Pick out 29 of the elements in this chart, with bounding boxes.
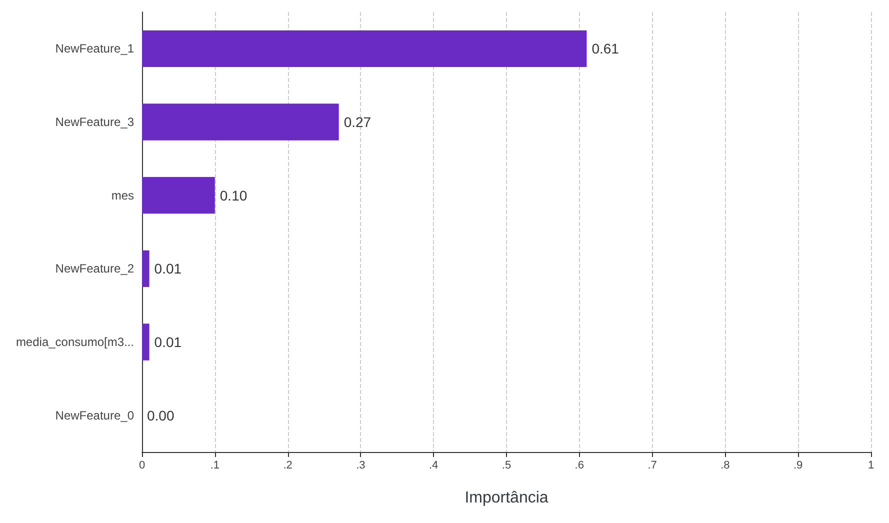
bar <box>142 30 587 67</box>
y-tick-label: NewFeature_0 <box>55 408 134 422</box>
x-axis-title: Importância <box>464 490 548 506</box>
bar <box>142 177 215 214</box>
data-label: 0.10 <box>220 187 248 204</box>
data-label: 0.00 <box>147 407 174 424</box>
x-tick-label: .1 <box>210 460 220 472</box>
x-tick-label: .4 <box>429 460 438 472</box>
data-label: 0.61 <box>592 40 620 57</box>
x-tick-label: 1 <box>868 460 874 472</box>
x-tick-label: 0 <box>138 460 146 472</box>
x-tick-label: .7 <box>648 460 657 472</box>
y-tick-label: media_consumo[m3... <box>16 335 134 349</box>
y-tick-label: NewFeature_2 <box>55 262 134 276</box>
x-tick-label: .5 <box>502 460 512 472</box>
x-tick-label: .2 <box>283 460 292 472</box>
x-tick-label: .8 <box>720 460 730 472</box>
bar <box>142 324 150 360</box>
x-tick-label: .9 <box>794 460 803 472</box>
y-tick-label: NewFeature_3 <box>55 115 134 129</box>
data-label: 0.27 <box>344 114 372 130</box>
y-tick-label: NewFeature_1 <box>55 42 134 56</box>
y-tick-label: mes <box>111 188 134 202</box>
bar <box>142 104 339 140</box>
x-tick-label: .6 <box>574 460 584 472</box>
data-label: 0.01 <box>154 334 182 350</box>
bar <box>142 250 150 287</box>
data-label: 0.01 <box>154 260 182 277</box>
x-tick-label: .3 <box>356 460 366 472</box>
